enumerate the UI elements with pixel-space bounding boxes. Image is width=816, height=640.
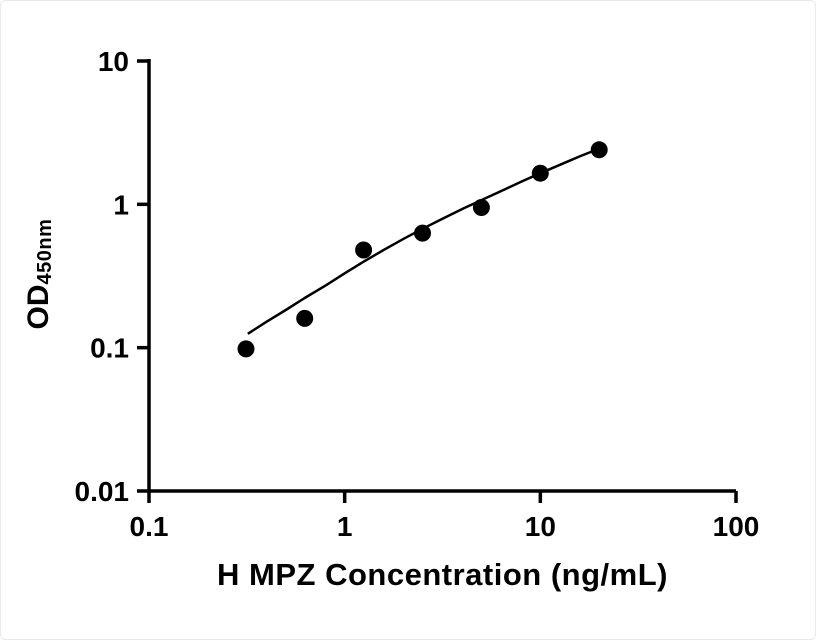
y-axis-title-sub: 450nm xyxy=(34,218,56,285)
y-tick-label: 10 xyxy=(98,46,129,77)
data-point xyxy=(472,199,490,216)
x-tick-label: 10 xyxy=(525,511,556,542)
x-tick-label: 1 xyxy=(337,511,353,542)
y-tick-label: 0.01 xyxy=(75,476,130,507)
y-tick-label: 1 xyxy=(113,189,129,220)
y-tick-label: 0.1 xyxy=(90,333,129,364)
y-axis-title-main: OD xyxy=(22,284,55,330)
data-point xyxy=(590,141,608,159)
data-point xyxy=(414,224,431,242)
axis-spines xyxy=(147,59,736,493)
y-axis-title: OD450nm xyxy=(18,174,60,374)
data-point xyxy=(355,241,373,259)
x-tick-label: 100 xyxy=(713,511,760,542)
data-point xyxy=(296,309,314,327)
x-axis-title: H MPZ Concentration (ng/mL) xyxy=(217,557,668,592)
data-point xyxy=(237,340,255,358)
data-point xyxy=(531,164,549,182)
x-tick-label: 0.1 xyxy=(130,511,169,542)
